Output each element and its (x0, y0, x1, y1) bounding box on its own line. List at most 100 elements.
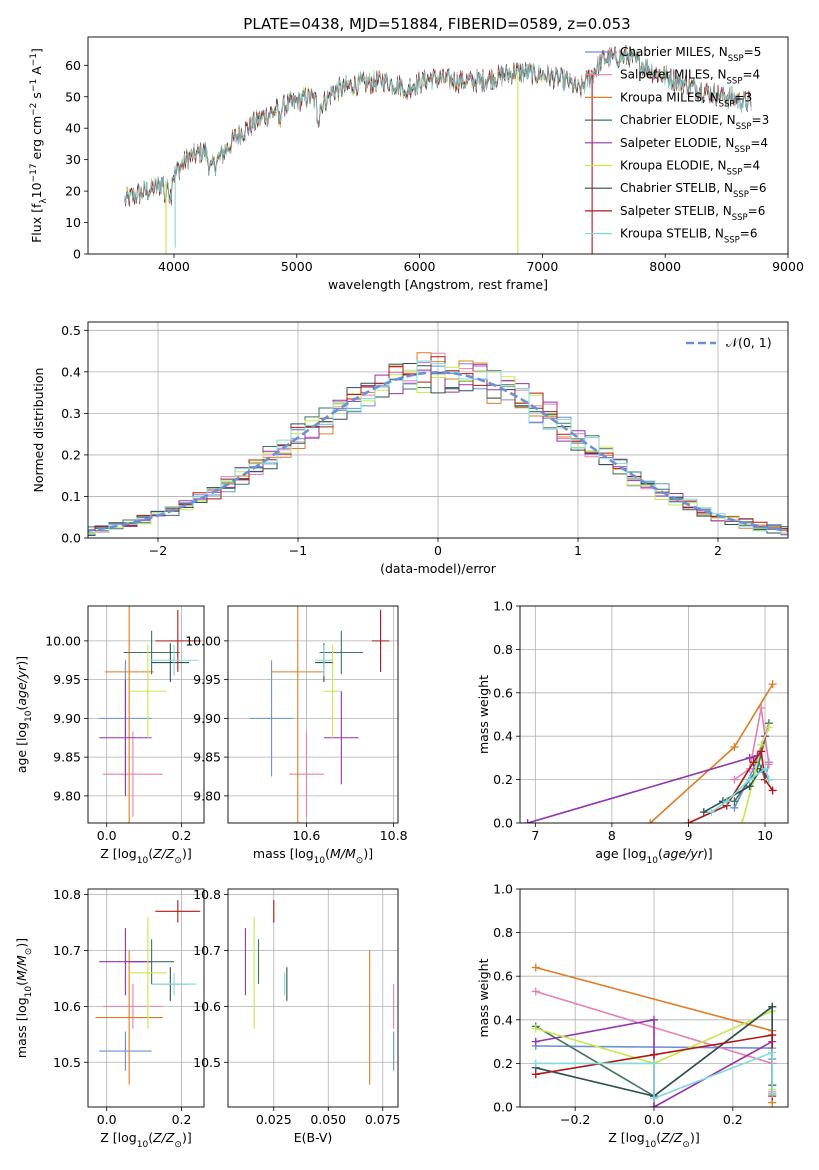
errorbar-kroupa-miles (104, 606, 154, 823)
errorbar-salpeter-elodie (323, 691, 359, 785)
y-tick-label: 9.95 (193, 672, 221, 687)
x-axis-label: E(B-V) (294, 1130, 333, 1145)
y-axis-label: age [log10(age/yr)] (14, 656, 34, 773)
y-tick-label: 0.4 (61, 364, 81, 379)
x-tick-label: 8000 (649, 259, 681, 274)
x-tick-label: 0.075 (365, 1112, 401, 1127)
axes-frame (227, 888, 399, 1108)
x-tick-label: 0.050 (310, 1112, 346, 1127)
legend-entry: Chabrier ELODIE, NSSP=3 (620, 113, 769, 132)
weight-marker (764, 723, 773, 732)
weight-marker (745, 753, 754, 762)
weight-marker (531, 1024, 540, 1033)
weight-marker (722, 797, 731, 806)
axes-frame (519, 888, 789, 1108)
y-tick-label: 10.00 (185, 633, 221, 648)
x-tick-label: 0.0 (97, 828, 117, 843)
x-axis-label: (data-model)/error (380, 561, 497, 576)
weight-marker (768, 1089, 777, 1098)
x-axis-label: mass [log10(M/M⊙)] (253, 846, 373, 866)
y-tick-label: 10.7 (193, 943, 221, 958)
y-tick-label: 0.5 (61, 323, 81, 338)
axes-frame (87, 36, 789, 255)
legend-entry: 𝒩(0, 1) (726, 335, 772, 350)
y-tick-label: 0.8 (493, 925, 513, 940)
weight-marker (650, 1103, 658, 1107)
errorbar-kroupa-elodie (323, 644, 342, 738)
errorbar-chabrier-stelib (151, 643, 190, 682)
x-tick-label: 2 (714, 543, 722, 558)
weight-vs-Z-plot-area (531, 963, 777, 1107)
y-tick-label: 0.4 (493, 1012, 513, 1027)
mass-vs-ebv-panel: 0.025 0.050 0.075 10.5 10.6 10.7 10.8 E(B-V) (193, 887, 400, 1145)
y-tick-label: 0.2 (61, 447, 81, 462)
y-tick-label: 0.0 (493, 1100, 513, 1115)
x-axis-label: Z [log10(Z/Z⊙)] (100, 1130, 191, 1150)
weight-marker (531, 1070, 540, 1079)
errorbar-chabrier-elodie (319, 630, 364, 675)
weight-marker (523, 819, 532, 823)
y-tick-label: 9.95 (53, 672, 81, 687)
y-tick-label: 1.0 (493, 882, 513, 897)
y-tick-label: 10.6 (193, 999, 221, 1014)
histogram-salpeter-stelib (88, 356, 788, 531)
errorbar-salpeter-miles (102, 984, 163, 1029)
x-tick-label: 9 (684, 828, 692, 843)
weight-vs-age-plot-area (523, 680, 777, 823)
y-tick-label: 10 (65, 215, 81, 230)
errorbar-salpeter-elodie (99, 928, 152, 996)
weight-marker (531, 1037, 540, 1046)
legend-entry: Salpeter STELIB, NSSP=6 (620, 204, 765, 223)
errorbar-salpeter-elodie (99, 679, 152, 796)
x-axis-label: age [log10(age/yr)] (595, 846, 712, 866)
x-tick-label: 0.0 (644, 1112, 664, 1127)
weight-marker (757, 747, 766, 756)
errorbar-salpeter-miles (102, 731, 163, 817)
errorbar-chabrier-miles (99, 1031, 152, 1071)
y-tick-label: 10.6 (53, 999, 81, 1014)
weight-series-kroupa-miles (646, 680, 777, 823)
weight-marker (730, 743, 739, 752)
weight-marker (768, 1031, 777, 1040)
y-tick-label: 30 (65, 152, 81, 167)
errorbar-chabrier-miles (249, 660, 294, 777)
weight-marker (531, 987, 540, 996)
legend-entry: Chabrier MILES, NSSP=5 (620, 45, 761, 64)
normal-reference-curve (88, 370, 788, 533)
axes-frame (87, 605, 205, 824)
x-tick-label: 0.2 (723, 1112, 743, 1127)
legend-entry: Kroupa MILES, NSSP=3 (620, 90, 752, 109)
y-tick-label: 0 (73, 247, 81, 262)
weight-marker (699, 808, 708, 817)
x-tick-label: 5000 (281, 259, 313, 274)
weight-marker (684, 819, 693, 823)
residuals-panel: −2 −1 0 1 2 0.0 0.1 0.2 0.3 0.4 0.5 (data-model)/er… (31, 321, 789, 576)
figure-title: PLATE=0438, MJD=51884, FIBERID=0589, z=0… (243, 15, 630, 33)
mass-vs-ebv-plot-area (244, 900, 395, 1085)
y-tick-label: 9.85 (193, 750, 221, 765)
x-axis-label: Z [log10(Z/Z⊙)] (608, 1130, 699, 1150)
weight-vs-Z-panel: −0.2 0.0 0.2 0.0 0.2 0.4 0.6 0.8 1.0 Z [log10(Z/Z… (476, 882, 789, 1150)
axes-frame (519, 605, 789, 824)
weight-series-kroupa-stelib (531, 1048, 777, 1103)
weight-marker (707, 808, 716, 817)
errorbar-salpeter-stelib (371, 609, 390, 672)
y-tick-label: 10.5 (193, 1055, 221, 1070)
weight-marker (768, 786, 777, 795)
errorbar-salpeter-stelib (155, 609, 201, 672)
y-axis-label: Normed distribution (31, 368, 46, 493)
x-tick-label: 8 (608, 828, 616, 843)
y-tick-label: 10.5 (53, 1055, 81, 1070)
errorbar-salpeter-stelib (155, 900, 201, 923)
weight-vs-age-panel: 7 8 9 10 0.0 0.2 0.4 0.6 0.8 1.0 age [log10(age/yr… (476, 599, 789, 866)
age-vs-Z-panel: 0.0 0.2 9.80 9.85 9.90 9.95 10.00 Z [log10(Z/Z⊙… (14, 605, 205, 866)
age-vs-mass-plot-area (249, 606, 390, 823)
weight-marker (768, 680, 777, 689)
legend-entry: Kroupa STELIB, NSSP=6 (620, 227, 758, 246)
weight-marker (764, 775, 773, 784)
x-tick-label: 6000 (404, 259, 436, 274)
weight-marker (764, 760, 773, 769)
legend-entry: Kroupa ELODIE, NSSP=4 (620, 159, 760, 178)
weight-marker (650, 1015, 658, 1024)
